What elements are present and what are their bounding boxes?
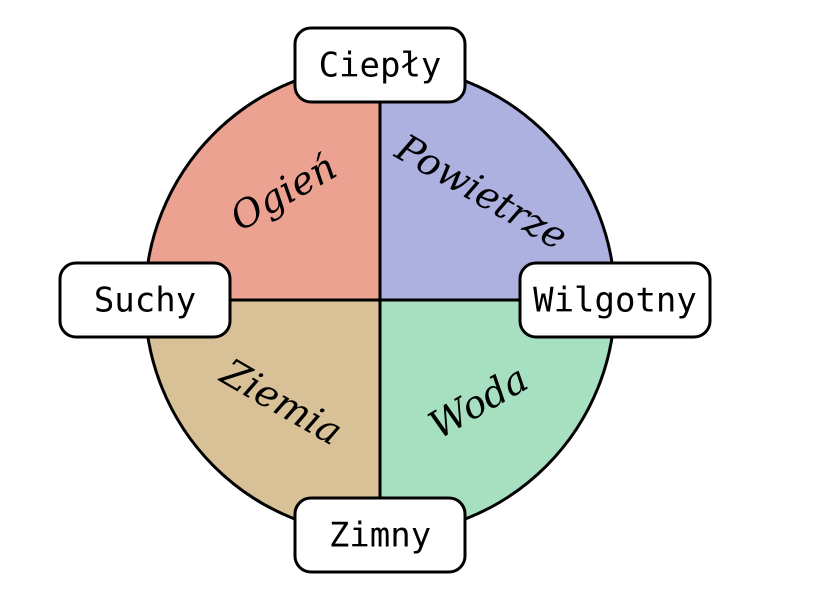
quality-label-bottom: Zimny [329,516,431,556]
quality-label-top: Ciepły [319,46,442,86]
quality-label-right: Wilgotny [533,281,697,321]
quality-label-left: Suchy [94,281,196,321]
elements-diagram: OgieńPowietrzeZiemiaWodaCiepłyWilgotnyZi… [0,0,840,600]
